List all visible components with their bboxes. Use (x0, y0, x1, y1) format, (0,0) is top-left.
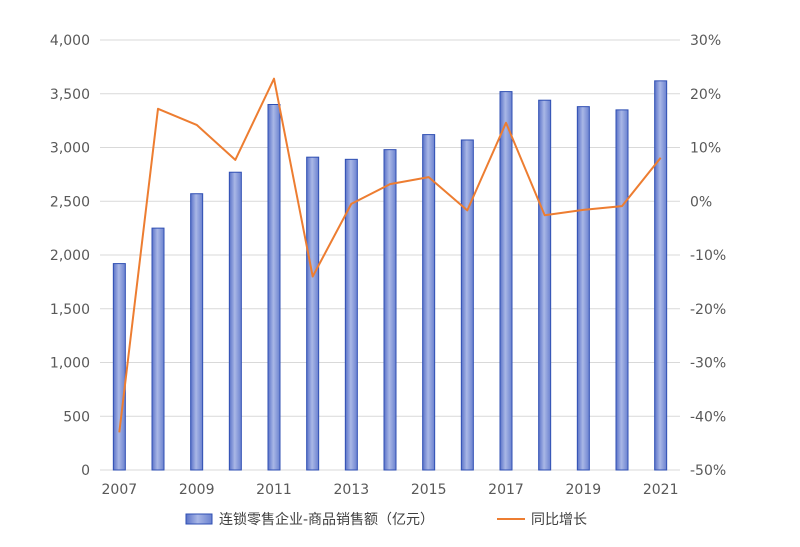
right-tick-label: 10% (690, 141, 721, 157)
bar (190, 193, 204, 471)
legend: 连锁零售企业-商品销售额（亿元） 同比增长 (185, 511, 587, 528)
bar (576, 106, 590, 471)
bar (112, 263, 126, 471)
bar (538, 99, 552, 471)
x-axis-labels: 2007 2009 2011 2013 2015 2017 2019 2021 (102, 482, 679, 498)
left-tick-label: 2,500 (50, 194, 90, 210)
bar (615, 109, 629, 471)
left-tick-label: 500 (63, 409, 90, 425)
left-tick-label: 0 (81, 463, 90, 479)
line-series (118, 77, 662, 433)
x-tick-label: 2017 (488, 482, 524, 498)
left-axis-labels: 0 500 1,000 1,500 2,000 2,500 3,000 3,500 4,000 (50, 33, 90, 479)
bar (344, 158, 358, 471)
right-tick-label: -20% (690, 302, 726, 318)
right-tick-label: -30% (690, 356, 726, 372)
legend-line-label: 同比增长 (531, 512, 587, 528)
x-tick-label: 2019 (566, 482, 602, 498)
x-tick-label: 2015 (411, 482, 447, 498)
x-tick-label: 2011 (256, 482, 292, 498)
right-tick-label: -10% (690, 248, 726, 264)
left-tick-label: 3,000 (50, 141, 90, 157)
bar (151, 227, 165, 471)
left-tick-label: 4,000 (50, 33, 90, 49)
bar-series (112, 80, 668, 471)
bar (422, 134, 436, 471)
right-tick-label: -50% (690, 463, 726, 479)
bar (654, 80, 668, 471)
bar (267, 104, 281, 471)
right-axis-labels: -50% -40% -30% -20% -10% 0% 10% 20% 30% (690, 33, 726, 479)
right-tick-label: 20% (690, 87, 721, 103)
left-tick-label: 2,000 (50, 248, 90, 264)
right-tick-label: 0% (690, 194, 712, 210)
x-tick-label: 2007 (102, 482, 138, 498)
x-tick-label: 2021 (643, 482, 679, 498)
bar (306, 156, 320, 471)
right-tick-label: 30% (690, 33, 721, 49)
bar (460, 139, 474, 471)
legend-bar-swatch (185, 513, 213, 525)
x-tick-label: 2009 (179, 482, 215, 498)
left-tick-label: 3,500 (50, 87, 90, 103)
bar (383, 149, 397, 471)
right-tick-label: -40% (690, 409, 726, 425)
x-tick-label: 2013 (334, 482, 370, 498)
left-tick-label: 1,500 (50, 302, 90, 318)
legend-bar-label: 连锁零售企业-商品销售额（亿元） (219, 511, 434, 528)
bar (499, 91, 513, 471)
bar (228, 171, 242, 471)
left-tick-label: 1,000 (50, 356, 90, 372)
